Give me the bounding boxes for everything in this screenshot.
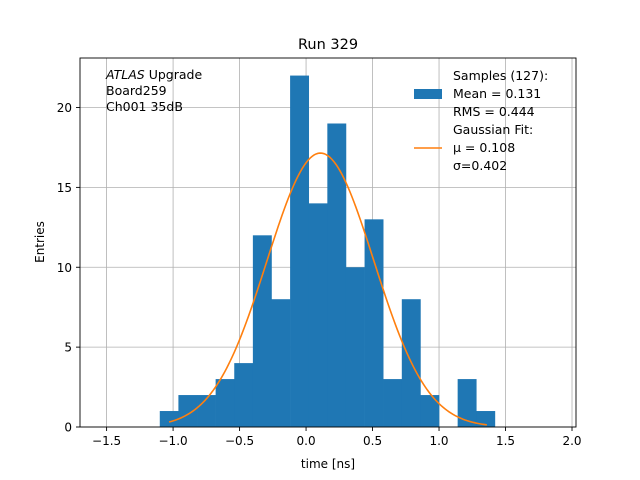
histogram-bar-16	[457, 379, 477, 427]
x-tick-label-2: −0.5	[225, 434, 254, 448]
y-tick-label-3: 15	[57, 181, 72, 195]
x-tick-label-4: 0.5	[363, 434, 382, 448]
legend-text-1-0: Gaussian Fit:	[453, 122, 533, 137]
legend-text-0-1: Mean = 0.131	[453, 86, 541, 101]
legend: Samples (127): Mean = 0.131 RMS = 0.444 G…	[414, 68, 548, 173]
legend-text-1-2: σ=0.402	[453, 158, 507, 173]
histogram-bar-0	[159, 411, 179, 427]
legend-text-0-2: RMS = 0.444	[453, 104, 535, 119]
plot-frame	[79, 57, 577, 428]
histogram-bar-5	[252, 235, 272, 427]
x-tick-label-0: −1.5	[92, 434, 121, 448]
y-tick-label-2: 10	[57, 261, 72, 275]
histogram-bar-9	[327, 123, 347, 428]
x-tick-label-6: 1.5	[496, 434, 515, 448]
gaussian-fit-curve	[168, 152, 488, 426]
x-axis-label: time [ns]	[301, 457, 355, 471]
histogram-bar-1	[178, 395, 198, 427]
histogram-bar-4	[234, 363, 254, 427]
y-axis-label: Entries	[33, 221, 47, 263]
legend-text-0-0: Samples (127):	[453, 68, 548, 83]
histogram-bar-10	[345, 267, 365, 427]
x-tick-label-5: 1.0	[429, 434, 448, 448]
annotation-line-1: Board259	[106, 83, 167, 98]
histogram-bar-17	[476, 411, 496, 427]
histogram-bar-8	[308, 203, 328, 427]
annotation-line-2: Ch001 35dB	[106, 99, 183, 114]
histogram-bar-12	[383, 379, 403, 427]
legend-text-1-1: μ = 0.108	[453, 140, 515, 155]
x-tick-label-7: 2.0	[562, 434, 581, 448]
y-tick-label-4: 20	[57, 101, 72, 115]
y-tick-label-0: 0	[64, 421, 72, 435]
histogram-bar-7	[290, 75, 310, 428]
legend-swatch-samples	[414, 89, 442, 99]
atlas-annotation: ATLAS Upgrade Board259 Ch001 35dB	[105, 67, 202, 114]
histogram-bar-14	[420, 395, 440, 427]
x-tick-label-3: 0.0	[297, 434, 316, 448]
x-tick-label-1: −1.0	[159, 434, 188, 448]
histogram-bar-11	[364, 219, 384, 427]
y-axis: 0 5 10 15 20	[57, 101, 80, 435]
y-tick-label-1: 5	[64, 341, 72, 355]
x-axis: −1.5 −1.0 −0.5 0.0 0.5 1.0 1.5 2.0	[92, 427, 582, 448]
chart-title: Run 329	[298, 37, 358, 53]
histogram-bar-3	[215, 379, 235, 427]
annotation-line-0: ATLAS Upgrade	[105, 67, 202, 82]
histogram-bar-6	[271, 299, 291, 427]
